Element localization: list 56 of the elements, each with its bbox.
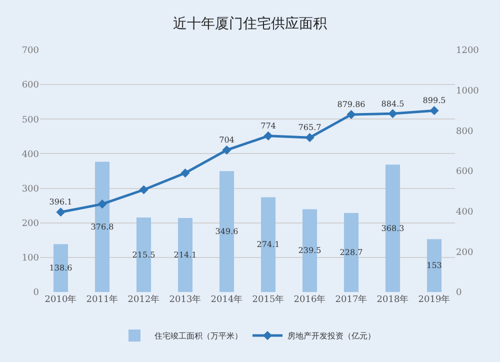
data-label: 228.7	[340, 248, 363, 257]
y-tick-label: 0	[33, 288, 40, 298]
point	[56, 208, 66, 217]
data-label: 899.5	[422, 96, 446, 106]
point	[430, 106, 439, 116]
data-label: 349.6	[215, 227, 238, 236]
y-tick-label: 600	[22, 80, 40, 91]
point	[305, 133, 314, 142]
x-tick-label: 2010年	[44, 294, 77, 305]
y2-tick-label: 800	[456, 126, 474, 137]
x-tick-label: 2015年	[252, 294, 284, 305]
point	[388, 109, 398, 118]
y2-tick-label: 400	[456, 207, 474, 218]
y-tick-label: 400	[22, 150, 40, 160]
data-label: 884.5	[381, 99, 404, 108]
data-label: 396.1	[49, 198, 72, 207]
point	[222, 145, 232, 155]
data-label: 879.86	[337, 100, 366, 110]
data-label: 215.5	[132, 250, 156, 260]
y-tick-label: 700	[22, 46, 40, 56]
x-tick-label: 2016年	[294, 294, 326, 305]
x-tick-label: 2019年	[418, 294, 450, 305]
data-label: 368.3	[381, 224, 404, 233]
y-tick-label: 200	[22, 219, 40, 230]
point	[264, 131, 273, 140]
data-label: 376.8	[90, 222, 114, 232]
y2-tick-label: 1000	[456, 86, 480, 96]
data-label: 138.6	[49, 264, 72, 273]
legend-label: 房地产开发投资（亿元）	[288, 332, 376, 341]
data-label: 774	[260, 122, 276, 131]
data-label: 153	[426, 261, 442, 270]
point	[346, 110, 356, 120]
x-tick-label: 2012年	[128, 294, 160, 305]
data-label: 239.5	[298, 246, 322, 256]
data-label: 214.1	[174, 250, 197, 260]
y-tick-label: 300	[22, 184, 40, 194]
x-tick-label: 2018年	[376, 294, 409, 305]
y2-tick-label: 0	[456, 288, 462, 298]
data-label: 274.1	[256, 240, 280, 250]
point	[98, 200, 107, 209]
legend-label: 住宅竣工面积（万平米）	[154, 332, 242, 341]
data-label: 765.7	[298, 123, 322, 132]
x-tick-label: 2014年	[210, 294, 243, 305]
x-tick-label: 2011年	[86, 294, 118, 305]
y2-tick-label: 600	[456, 167, 474, 178]
y-tick-label: 100	[22, 254, 40, 264]
data-label: 704	[219, 136, 234, 145]
point	[139, 185, 148, 194]
y2-tick-label: 1200	[456, 46, 480, 56]
point	[180, 168, 190, 178]
chart-title: 近十年厦门住宅供应面积	[173, 16, 327, 32]
bar	[426, 239, 442, 292]
x-tick-label: 2013年	[169, 294, 202, 305]
y2-tick-label: 200	[456, 248, 474, 258]
x-tick-label: 2017年	[335, 294, 368, 305]
y-tick-label: 500	[22, 115, 40, 126]
